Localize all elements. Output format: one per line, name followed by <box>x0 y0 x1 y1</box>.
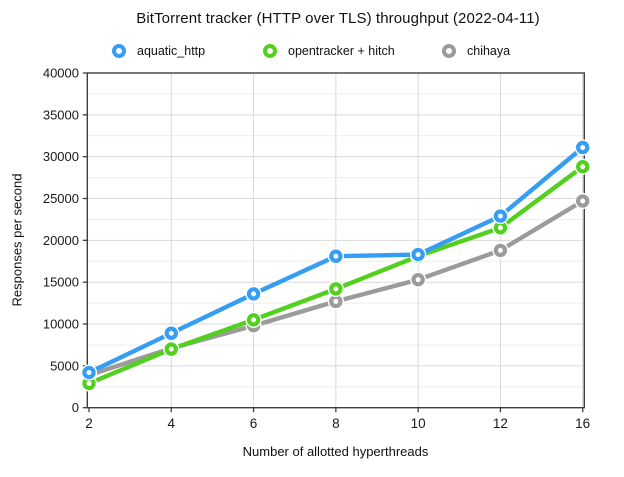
marker-halo <box>163 325 180 342</box>
marker-halo <box>245 311 262 328</box>
legend: aquatic_http opentracker + hitch chihaya <box>0 43 624 59</box>
data-point-marker <box>329 249 343 263</box>
marker-halo <box>327 248 344 265</box>
data-point-marker <box>576 160 590 174</box>
y-tick-labels: 0 5000 10000 15000 20000 25000 30000 35000 40000 <box>43 66 79 416</box>
marker-halo <box>245 285 262 303</box>
data-point-marker <box>411 272 425 287</box>
series-opentracker-hitch <box>80 158 591 392</box>
data-point-marker <box>576 140 590 155</box>
marker-halo <box>574 139 591 156</box>
marker-halo <box>574 192 591 210</box>
data-point-marker <box>164 342 178 356</box>
y-tick-label: 40000 <box>43 66 79 81</box>
y-tick-label: 25000 <box>43 191 79 206</box>
legend-label-opentracker-hitch: opentracker + hitch <box>288 44 395 58</box>
x-axis-title: Number of allotted hyperthreads <box>242 444 429 459</box>
data-point-marker <box>493 209 508 223</box>
x-tick-label: 4 <box>168 416 176 431</box>
data-point-marker <box>493 221 508 235</box>
data-point-marker <box>246 287 261 301</box>
data-point-marker <box>576 194 590 208</box>
y-tick-label: 10000 <box>43 317 79 332</box>
opentracker-hitch-marker-icon <box>263 44 277 58</box>
marker-halo <box>574 158 591 175</box>
legend-item-chihaya: chihaya <box>442 43 510 59</box>
x-tick-label: 16 <box>575 416 590 431</box>
chart-title: BitTorrent tracker (HTTP over TLS) throu… <box>136 10 540 27</box>
data-point-marker <box>329 294 343 309</box>
plot-frame <box>86 72 586 409</box>
legend-item-aquatic-http: aquatic_http <box>112 43 205 59</box>
marker-halo <box>492 207 509 225</box>
marker-halo <box>492 242 509 259</box>
data-point-marker <box>164 326 178 340</box>
data-point-marker <box>411 247 425 262</box>
y-tick-label: 20000 <box>43 233 79 248</box>
x-tick-label: 12 <box>493 416 508 431</box>
marker-halo <box>80 364 98 381</box>
y-tick-label: 30000 <box>43 149 79 164</box>
y-tick-label: 15000 <box>43 275 79 290</box>
x-tick-labels: 2 4 6 8 10 12 16 <box>85 416 590 431</box>
marker-halo <box>163 341 180 358</box>
aquatic-http-marker-icon <box>112 44 126 58</box>
marker-halo <box>410 271 427 288</box>
marker-halo <box>410 246 427 263</box>
chihaya-marker-icon <box>442 44 456 58</box>
legend-item-opentracker-hitch: opentracker + hitch <box>263 43 395 59</box>
axis-ticks <box>82 72 584 413</box>
x-tick-label: 8 <box>332 416 340 431</box>
legend-label-chihaya: chihaya <box>467 44 511 58</box>
legend-label-aquatic-http: aquatic_http <box>137 44 206 58</box>
marker-halo <box>327 280 344 297</box>
data-point-marker <box>246 313 261 327</box>
y-tick-label: 0 <box>72 400 79 415</box>
y-tick-label: 5000 <box>50 358 79 373</box>
grid-vertical <box>170 73 584 408</box>
data-point-marker <box>329 282 343 296</box>
x-tick-label: 2 <box>85 416 93 431</box>
x-tick-label: 10 <box>411 416 426 431</box>
data-point-marker <box>493 243 508 258</box>
y-axis-title: Responses per second <box>9 173 25 307</box>
series-aquatic-http <box>80 139 591 381</box>
data-point-marker <box>82 365 96 380</box>
y-tick-label: 35000 <box>43 107 79 122</box>
x-tick-label: 6 <box>250 416 258 431</box>
